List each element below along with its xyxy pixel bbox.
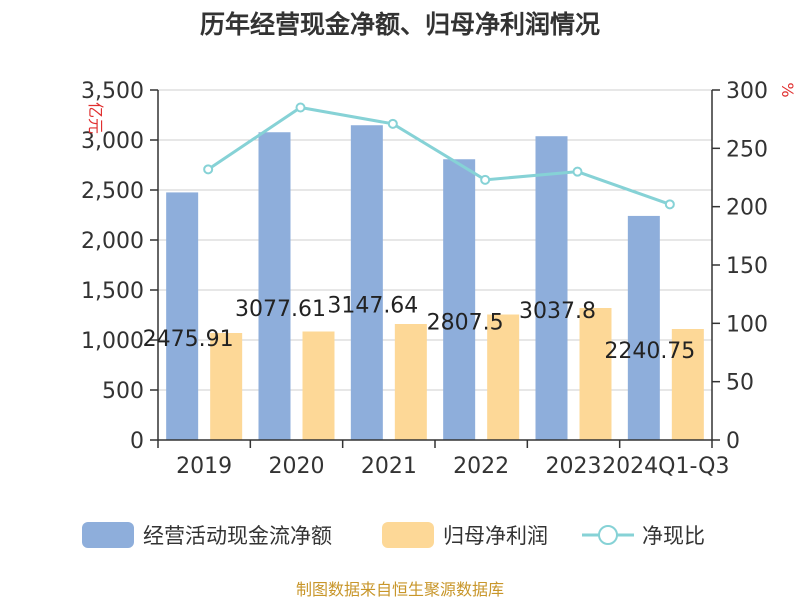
data-label-cashflow: 2475.91 xyxy=(143,327,234,352)
x-tick-label: 2023 xyxy=(546,454,602,479)
bar-net-profit xyxy=(394,324,427,440)
x-tick-label: 2021 xyxy=(361,454,417,479)
ratio-point xyxy=(203,164,214,175)
y-left-tick-label: 1,500 xyxy=(81,279,144,304)
bar-net-profit xyxy=(671,329,704,440)
legend-marker-ratio xyxy=(598,525,618,545)
y-left-tick-label: 1,000 xyxy=(81,329,144,354)
data-label-cashflow: 2240.75 xyxy=(604,339,695,364)
source-note: 制图数据来自恒生聚源数据库 xyxy=(296,580,504,599)
y-right-tick-label: 250 xyxy=(726,137,768,162)
y-right-tick-label: 50 xyxy=(726,371,754,396)
y-left-tick-label: 2,500 xyxy=(81,179,144,204)
ratio-point xyxy=(572,166,583,177)
y-right-axis-label: % xyxy=(778,82,797,97)
bar-net-profit xyxy=(210,333,243,440)
y-left-axis-label: 亿元 xyxy=(86,102,105,134)
bars-layer xyxy=(166,125,704,441)
legend-swatch-net-profit xyxy=(382,522,434,548)
data-label-cashflow: 3037.8 xyxy=(519,299,596,324)
axes-layer: 0 500 1,000 1,500 2,000 2,500 3,000 3,500 0 50 100… xyxy=(81,79,768,479)
y-right-tick-label: 0 xyxy=(726,429,740,454)
bar-net-profit xyxy=(487,314,520,440)
chart-title: 历年经营现金净额、归母净利润情况 xyxy=(200,10,600,39)
data-label-cashflow: 3077.61 xyxy=(235,297,326,322)
x-tick-label: 2024Q1-Q3 xyxy=(602,454,729,479)
bar-cashflow xyxy=(443,159,476,440)
x-tick-label: 2022 xyxy=(453,454,509,479)
y-right-tick-label: 200 xyxy=(726,196,768,221)
bar-net-profit xyxy=(302,331,335,440)
bar-cashflow xyxy=(258,132,291,440)
x-tick-label: 2020 xyxy=(269,454,325,479)
y-left-tick-label: 2,000 xyxy=(81,229,144,254)
y-left-tick-label: 3,000 xyxy=(81,129,144,154)
y-left-tick-label: 3,500 xyxy=(81,79,144,104)
legend-label-ratio: 净现比 xyxy=(642,524,705,548)
ratio-point xyxy=(480,174,491,185)
ratio-point xyxy=(664,199,675,210)
ratio-point xyxy=(387,118,398,129)
legend-label-net-profit: 归母净利润 xyxy=(443,524,548,548)
legend: 经营活动现金流净额 归母净利润 净现比 xyxy=(82,522,705,548)
legend-label-cashflow: 经营活动现金流净额 xyxy=(143,524,332,548)
y-left-tick-label: 0 xyxy=(130,429,144,454)
data-label-cashflow: 3147.64 xyxy=(327,294,418,319)
y-right-tick-label: 300 xyxy=(726,79,768,104)
bar-cashflow xyxy=(535,136,568,440)
legend-swatch-cashflow xyxy=(82,522,134,548)
line-layer xyxy=(203,102,675,210)
x-tick-label: 2019 xyxy=(176,454,232,479)
data-label-cashflow: 2807.5 xyxy=(427,311,504,336)
y-right-tick-label: 100 xyxy=(726,312,768,337)
bar-cashflow xyxy=(627,215,660,440)
y-left-tick-label: 500 xyxy=(102,379,144,404)
y-right-tick-label: 150 xyxy=(726,254,768,279)
bar-cashflow xyxy=(350,125,383,441)
ratio-line xyxy=(207,105,671,206)
bar-net-profit xyxy=(579,308,612,440)
ratio-point xyxy=(295,102,306,113)
bar-cashflow xyxy=(166,192,199,440)
